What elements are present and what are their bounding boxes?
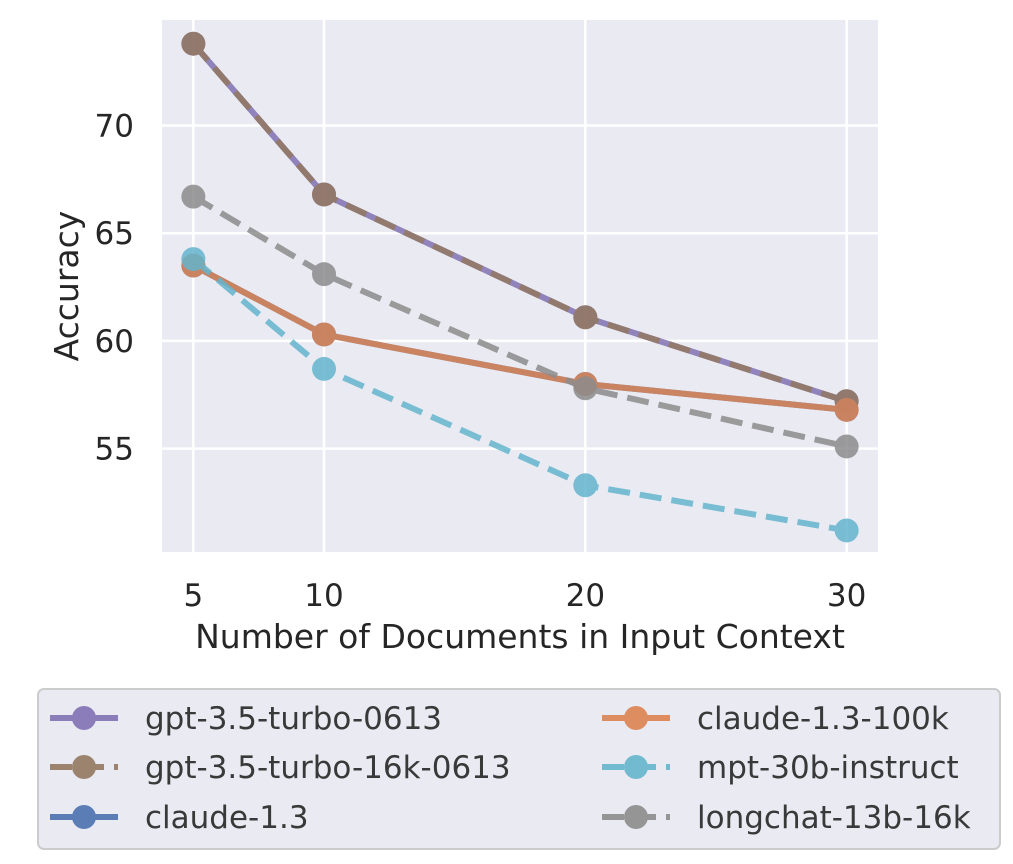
data-point	[312, 262, 337, 287]
series-line	[191, 256, 848, 534]
y-tick-label: 60	[95, 324, 134, 360]
legend-marker	[624, 755, 648, 779]
y-axis-label: Accuracy	[47, 211, 86, 362]
data-point	[181, 184, 206, 209]
data-point	[573, 305, 598, 330]
legend-label: gpt-3.5-turbo-16k-0613	[145, 750, 511, 786]
legend-items: gpt-3.5-turbo-0613 gpt-3.5-turbo-16k-0613…	[50, 701, 971, 836]
data-point	[181, 31, 206, 56]
legend: gpt-3.5-turbo-0613 gpt-3.5-turbo-16k-0613…	[37, 688, 1001, 850]
legend-label: gpt-3.5-turbo-0613	[145, 701, 442, 737]
data-point	[312, 356, 337, 381]
legend-marker	[624, 805, 648, 829]
x-axis-label: Number of Documents in Input Context	[195, 617, 845, 656]
legend-item: claude-1.3-100k	[602, 701, 949, 737]
y-tick-label: 55	[95, 432, 134, 468]
legend-label: claude-1.3	[145, 800, 309, 836]
series-longchat-13b-16k	[181, 184, 859, 459]
data-point	[573, 376, 598, 401]
series-line	[191, 262, 847, 413]
legend-label: mpt-30b-instruct	[697, 750, 959, 786]
series-mpt-30b-instruct	[181, 247, 859, 543]
series-line	[191, 194, 848, 450]
legend-marker	[72, 706, 96, 730]
legend-marker	[72, 805, 96, 829]
series-layer	[181, 31, 859, 543]
x-tick-label: 30	[827, 578, 866, 614]
series-line	[191, 41, 848, 405]
data-point	[312, 322, 337, 347]
y-tick-label: 70	[95, 109, 134, 145]
x-tick-label: 10	[304, 578, 343, 614]
y-tick-labels: 55 60 65 70	[95, 109, 134, 468]
data-point	[834, 397, 859, 422]
x-tick-label: 20	[566, 578, 605, 614]
legend-marker	[72, 755, 96, 779]
legend-box	[37, 688, 1001, 850]
data-point	[312, 182, 337, 207]
data-point	[834, 518, 859, 543]
legend-marker	[624, 706, 648, 730]
y-tick-label: 65	[95, 216, 134, 252]
legend-label: claude-1.3-100k	[697, 701, 949, 737]
data-point	[573, 473, 598, 498]
legend-item: claude-1.3	[50, 800, 309, 836]
x-tick-labels: 5 10 20 30	[183, 578, 866, 614]
data-point	[834, 434, 859, 459]
legend-item: gpt-3.5-turbo-16k-0613	[50, 750, 511, 786]
legend-item: longchat-13b-16k	[602, 800, 971, 836]
legend-item: mpt-30b-instruct	[602, 750, 959, 786]
legend-label: longchat-13b-16k	[697, 800, 971, 836]
x-tick-label: 5	[183, 578, 203, 614]
data-point	[181, 247, 206, 272]
legend-item: gpt-3.5-turbo-0613	[50, 701, 442, 737]
